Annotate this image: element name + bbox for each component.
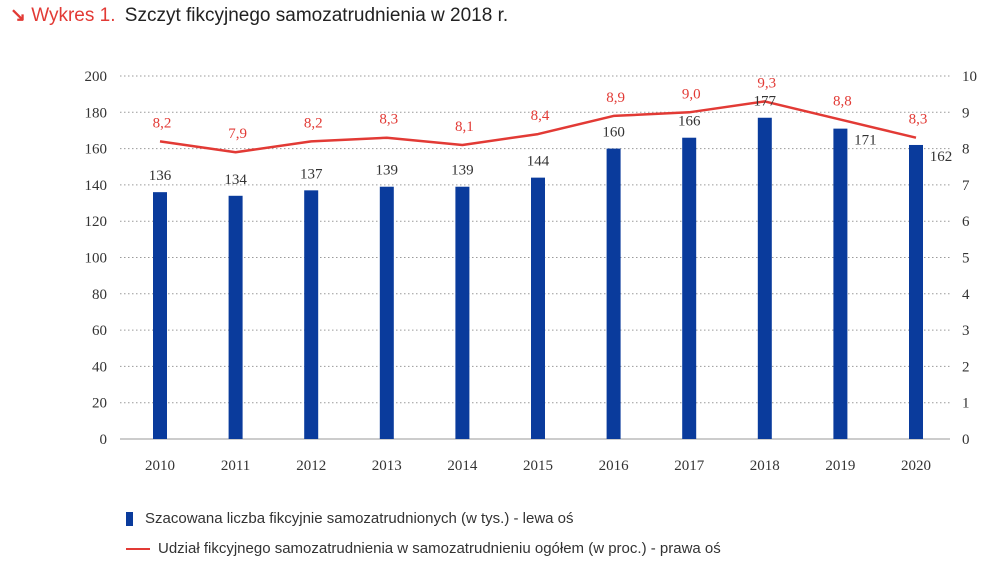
x-tick-label: 2014 <box>447 458 478 474</box>
line-value-label: 8,2 <box>153 115 172 131</box>
line-value-label: 8,2 <box>304 115 323 131</box>
y-right-tick-label: 1 <box>962 396 970 412</box>
x-tick-label: 2017 <box>674 458 705 474</box>
x-tick-label: 2013 <box>372 458 402 474</box>
line-value-label: 8,4 <box>531 108 550 124</box>
bar <box>228 195 243 439</box>
bar <box>909 144 923 439</box>
x-tick-label: 2015 <box>523 458 553 474</box>
bar <box>379 186 394 439</box>
x-tick-label: 2016 <box>599 458 630 474</box>
line-value-label: 8,3 <box>379 112 398 128</box>
bar <box>682 137 697 439</box>
y-right-tick-label: 2 <box>962 359 970 375</box>
line-value-label: 8,9 <box>606 90 625 106</box>
y-left-tick-label: 60 <box>92 323 107 339</box>
bar <box>606 148 621 439</box>
bar-value-label: 136 <box>149 168 172 184</box>
y-right-tick-label: 0 <box>962 432 970 448</box>
combo-chart: 0 20 40 60 80 100 120 140 160 180 200 0 1 2 3 4 5 6 7 8 9 10 2… <box>85 69 978 474</box>
y-left-tick-label: 0 <box>100 432 108 448</box>
bar-value-label: 144 <box>527 154 550 170</box>
bar-value-label: 166 <box>678 114 701 130</box>
bar-value-label: 171 <box>854 133 877 149</box>
bar <box>304 190 319 439</box>
y-left-tick-label: 20 <box>92 396 107 412</box>
x-tick-label: 2020 <box>901 458 931 474</box>
chart-title: ↘ Wykres 1. Szczyt fikcyjnego samozatrud… <box>10 4 508 27</box>
y-left-tick-label: 120 <box>85 214 108 230</box>
y-left-tick-label: 160 <box>85 142 108 158</box>
y-left-tick-label: 180 <box>85 105 108 121</box>
legend-item-line: Udział fikcyjnego samozatrudnienia w sam… <box>126 540 721 557</box>
y-right-tick-label: 4 <box>962 287 970 303</box>
bar <box>531 177 545 439</box>
y-right-tick-label: 8 <box>962 142 970 158</box>
line-value-label: 9,0 <box>682 86 701 102</box>
bar <box>833 128 848 439</box>
arrow-down-right-icon: ↘ <box>10 5 26 26</box>
legend-line-label: Udział fikcyjnego samozatrudnienia w sam… <box>158 540 721 557</box>
bar-value-label: 134 <box>224 172 247 188</box>
x-tick-label: 2019 <box>825 458 855 474</box>
bar <box>455 186 470 439</box>
bar-value-label: 139 <box>376 163 399 179</box>
y-left-tick-label: 200 <box>85 69 108 85</box>
chart-number-label: Wykres 1. <box>31 5 116 26</box>
line-value-label: 8,8 <box>833 94 852 110</box>
bar <box>757 117 772 440</box>
bar <box>153 192 167 439</box>
x-tick-label: 2010 <box>145 458 175 474</box>
y-right-tick-label: 7 <box>962 178 970 194</box>
y-left-tick-label: 80 <box>92 287 107 303</box>
x-tick-label: 2018 <box>750 458 780 474</box>
y-left-tick-label: 100 <box>85 251 108 267</box>
line-value-label: 9,3 <box>757 75 776 91</box>
line-value-label: 8,3 <box>909 112 928 128</box>
y-right-tick-label: 5 <box>962 251 970 267</box>
x-tick-label: 2011 <box>221 458 250 474</box>
legend-bar-label: Szacowana liczba fikcyjnie samozatrudnio… <box>145 510 574 527</box>
y-right-tick-label: 9 <box>962 105 970 121</box>
line-value-label: 8,1 <box>455 119 474 135</box>
y-left-tick-label: 140 <box>85 178 108 194</box>
legend-line-swatch <box>126 547 150 550</box>
y-right-tick-label: 10 <box>962 69 977 85</box>
x-tick-label: 2012 <box>296 458 326 474</box>
legend-bar-swatch <box>126 511 133 526</box>
bar-value-label: 137 <box>300 166 323 182</box>
bar-value-label: 162 <box>930 149 953 165</box>
bar-value-label: 160 <box>602 125 625 141</box>
y-left-tick-label: 40 <box>92 359 107 375</box>
legend-item-bars: Szacowana liczba fikcyjnie samozatrudnio… <box>126 510 574 527</box>
bar-value-label: 177 <box>754 94 777 110</box>
y-right-tick-label: 6 <box>962 214 970 230</box>
chart-title-text: Szczyt fikcyjnego samozatrudnienia w 201… <box>124 5 509 26</box>
share-line <box>159 100 917 154</box>
bar-value-label: 139 <box>451 163 474 179</box>
y-right-tick-label: 3 <box>962 323 970 339</box>
line-value-label: 7,9 <box>228 126 247 142</box>
